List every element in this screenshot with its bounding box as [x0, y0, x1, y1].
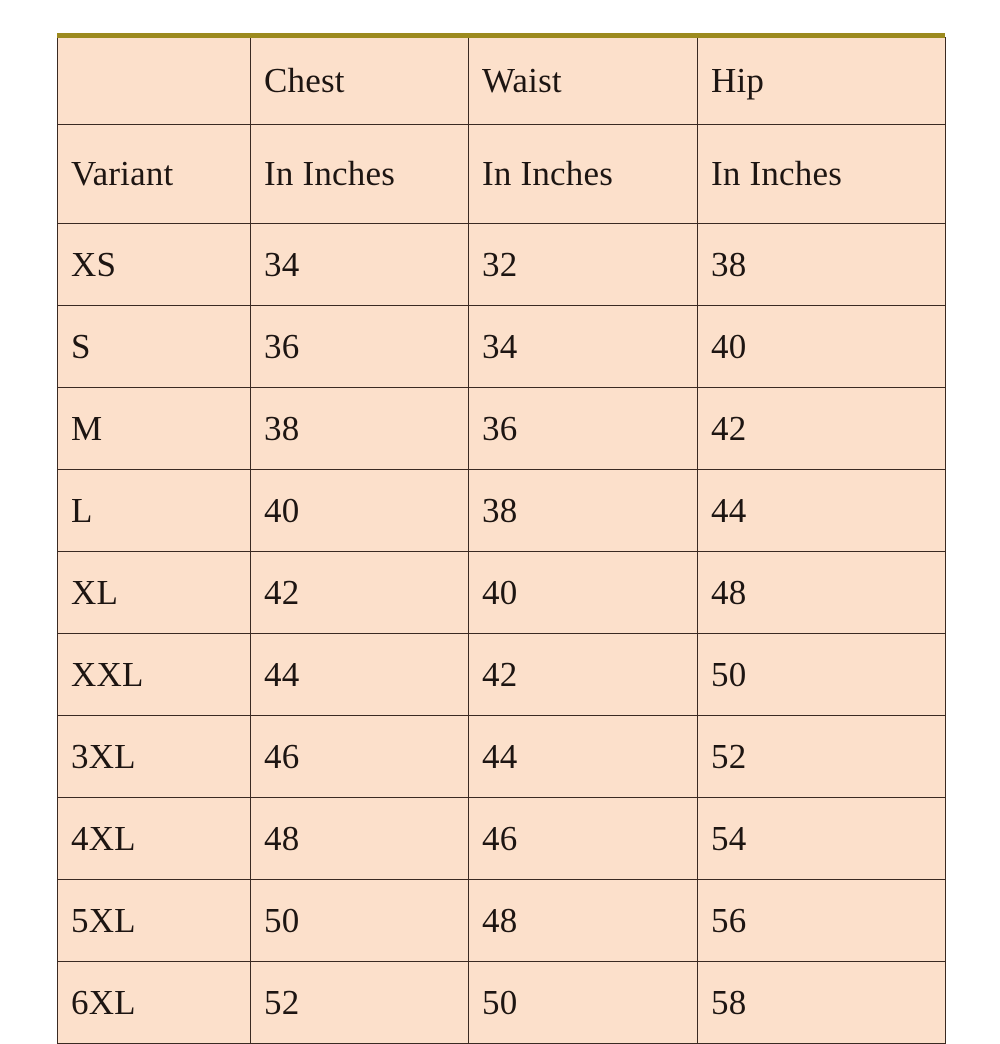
cell-waist: 50 — [468, 961, 698, 1044]
cell-chest: 42 — [250, 551, 469, 634]
cell-hip: 42 — [697, 387, 946, 470]
table-row: 6XL 52 50 58 — [57, 961, 946, 1044]
cell-chest: 44 — [250, 633, 469, 716]
cell-waist: 36 — [468, 387, 698, 470]
cell-hip: 58 — [697, 961, 946, 1044]
cell-hip: 40 — [697, 305, 946, 388]
cell-chest: 48 — [250, 797, 469, 880]
table-row: XL 42 40 48 — [57, 551, 946, 634]
cell-variant: S — [57, 305, 251, 388]
cell-variant: XXL — [57, 633, 251, 716]
cell-waist: 34 — [468, 305, 698, 388]
cell-chest: 34 — [250, 223, 469, 306]
cell-waist: 38 — [468, 469, 698, 552]
cell-waist: 48 — [468, 879, 698, 962]
size-chart-container: Chest Waist Hip Variant In Inches In Inc… — [57, 33, 946, 1044]
cell-variant: XL — [57, 551, 251, 634]
cell-chest: 38 — [250, 387, 469, 470]
cell-chest: 52 — [250, 961, 469, 1044]
cell-variant: XS — [57, 223, 251, 306]
table-row: S 36 34 40 — [57, 305, 946, 388]
header-hip: Hip — [697, 37, 946, 125]
cell-chest: 40 — [250, 469, 469, 552]
cell-waist: 46 — [468, 797, 698, 880]
cell-hip: 56 — [697, 879, 946, 962]
header-chest: Chest — [250, 37, 469, 125]
header-waist-unit: In Inches — [468, 124, 698, 224]
cell-chest: 50 — [250, 879, 469, 962]
header-row-measure: Chest Waist Hip — [57, 37, 946, 125]
cell-variant: 4XL — [57, 797, 251, 880]
cell-chest: 46 — [250, 715, 469, 798]
cell-chest: 36 — [250, 305, 469, 388]
header-hip-unit: In Inches — [697, 124, 946, 224]
table-row: 5XL 50 48 56 — [57, 879, 946, 962]
cell-waist: 40 — [468, 551, 698, 634]
cell-hip: 54 — [697, 797, 946, 880]
cell-hip: 50 — [697, 633, 946, 716]
cell-hip: 48 — [697, 551, 946, 634]
table-row: 3XL 46 44 52 — [57, 715, 946, 798]
cell-variant: L — [57, 469, 251, 552]
table-body: Chest Waist Hip Variant In Inches In Inc… — [57, 37, 946, 1044]
cell-variant: 3XL — [57, 715, 251, 798]
cell-waist: 44 — [468, 715, 698, 798]
cell-waist: 42 — [468, 633, 698, 716]
cell-variant: 6XL — [57, 961, 251, 1044]
size-chart-table: Chest Waist Hip Variant In Inches In Inc… — [57, 37, 946, 1044]
header-blank-cell — [57, 37, 251, 125]
table-row: 4XL 48 46 54 — [57, 797, 946, 880]
table-row: M 38 36 42 — [57, 387, 946, 470]
header-waist: Waist — [468, 37, 698, 125]
cell-variant: 5XL — [57, 879, 251, 962]
cell-hip: 38 — [697, 223, 946, 306]
header-row-units: Variant In Inches In Inches In Inches — [57, 124, 946, 224]
header-chest-unit: In Inches — [250, 124, 469, 224]
cell-hip: 52 — [697, 715, 946, 798]
cell-waist: 32 — [468, 223, 698, 306]
table-row: L 40 38 44 — [57, 469, 946, 552]
table-row: XXL 44 42 50 — [57, 633, 946, 716]
table-top-rule — [57, 33, 945, 38]
table-row: XS 34 32 38 — [57, 223, 946, 306]
header-variant-label: Variant — [57, 124, 251, 224]
page-root: Chest Waist Hip Variant In Inches In Inc… — [57, 33, 946, 1044]
cell-hip: 44 — [697, 469, 946, 552]
cell-variant: M — [57, 387, 251, 470]
